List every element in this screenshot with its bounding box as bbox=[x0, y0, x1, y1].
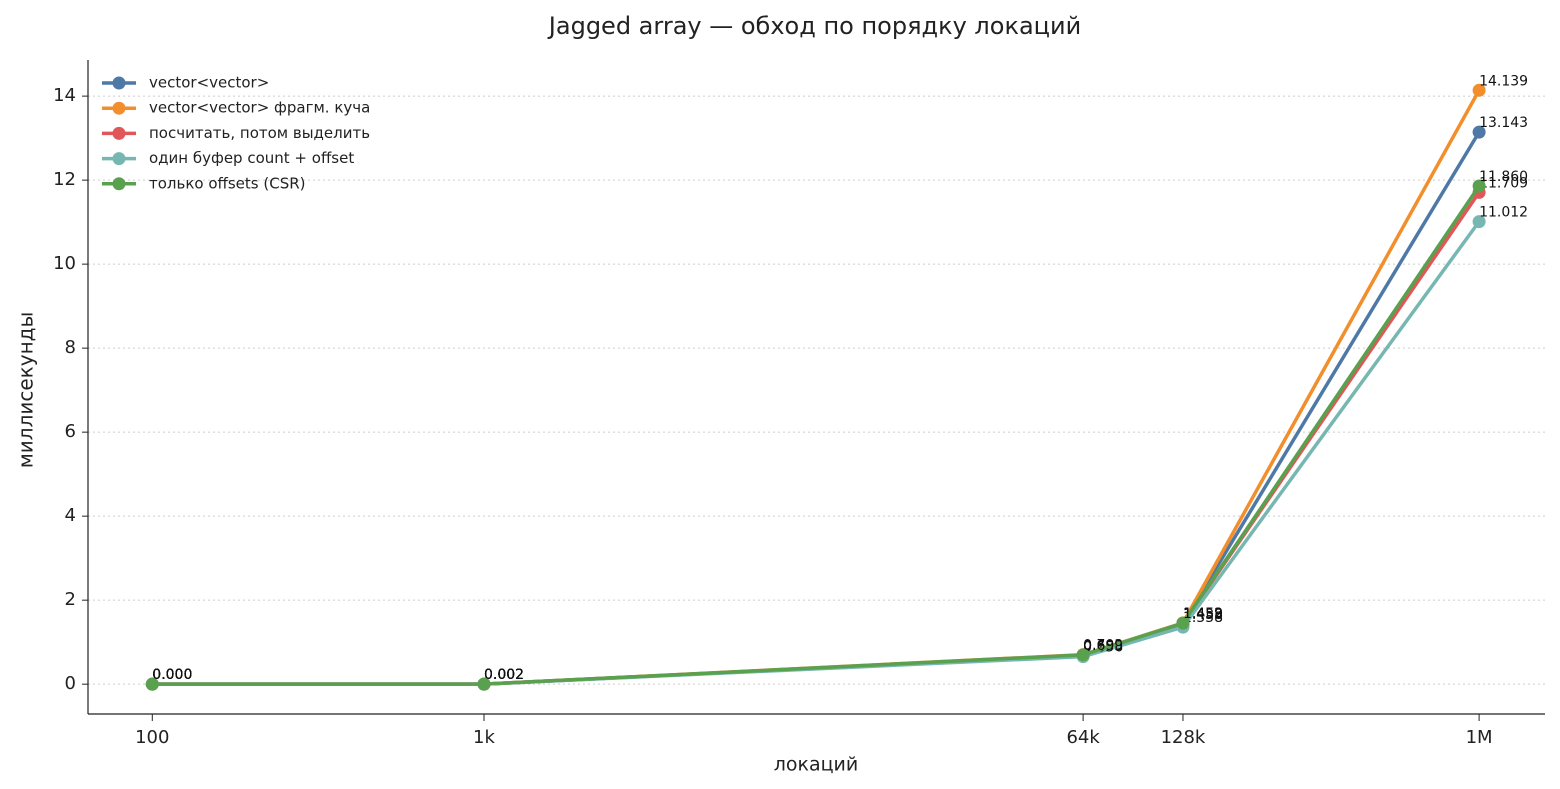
point bbox=[1472, 215, 1486, 229]
x-tick-label: 100 bbox=[135, 727, 169, 748]
y-axis-label: миллисекунды bbox=[14, 312, 38, 469]
x-tick-label: 1k bbox=[473, 727, 495, 748]
legend-label: посчитать, потом выделить bbox=[149, 124, 370, 142]
value-label: 0.000 bbox=[152, 667, 192, 683]
series-line bbox=[152, 185, 1481, 686]
chart-title: Jagged array — обход по порядку локаций bbox=[547, 12, 1081, 40]
point bbox=[1076, 648, 1090, 662]
legend-label: vector<vector> bbox=[149, 74, 269, 92]
value-label: 11.709 bbox=[1479, 175, 1528, 191]
value-label: 0.703 bbox=[1083, 638, 1123, 654]
y-tick-label: 4 bbox=[65, 505, 76, 526]
value-label: 11.012 bbox=[1479, 205, 1528, 221]
y-tick-label: 0 bbox=[65, 673, 76, 694]
value-label: 0.000 bbox=[152, 667, 192, 683]
y-tick-label: 2 bbox=[65, 589, 76, 610]
value-label: 0.699 bbox=[1083, 638, 1123, 654]
legend-marker bbox=[112, 177, 126, 191]
value-label: 0.000 bbox=[152, 667, 192, 683]
series-line bbox=[152, 89, 1481, 686]
legend-marker bbox=[112, 101, 126, 115]
legend-marker bbox=[112, 76, 126, 90]
value-label: 0.002 bbox=[484, 667, 524, 683]
point bbox=[477, 677, 491, 691]
y-tick-label: 8 bbox=[65, 337, 76, 358]
point bbox=[1472, 83, 1486, 97]
legend-marker bbox=[112, 126, 126, 140]
value-label: 1.358 bbox=[1183, 610, 1223, 626]
legend-label: только offsets (CSR) bbox=[149, 174, 306, 192]
y-tick-label: 6 bbox=[65, 421, 76, 442]
value-label: 14.139 bbox=[1479, 73, 1528, 89]
point bbox=[1472, 179, 1486, 193]
value-label: 1.453 bbox=[1183, 606, 1223, 622]
y-tick-label: 12 bbox=[53, 169, 76, 190]
legend-label: один буфер count + offset bbox=[149, 149, 354, 167]
value-label: 13.143 bbox=[1479, 115, 1528, 131]
x-tick-label: 128k bbox=[1161, 727, 1206, 748]
value-label: 11.860 bbox=[1479, 169, 1528, 185]
value-label: 0.002 bbox=[484, 667, 524, 683]
legend-marker bbox=[112, 152, 126, 166]
value-label: 0.002 bbox=[484, 667, 524, 683]
value-label: 0.002 bbox=[484, 667, 524, 683]
series-line bbox=[152, 191, 1481, 686]
series-line bbox=[152, 220, 1481, 686]
value-label: 0.000 bbox=[152, 667, 192, 683]
value-label: 0.002 bbox=[484, 667, 524, 683]
value-label: 0.000 bbox=[152, 667, 192, 683]
y-tick-label: 14 bbox=[53, 85, 76, 106]
point bbox=[1176, 616, 1190, 630]
x-tick-label: 1M bbox=[1466, 727, 1493, 748]
legend-label: vector<vector> фрагм. куча bbox=[149, 99, 370, 117]
x-axis-label: локаций bbox=[774, 754, 859, 776]
point bbox=[1472, 125, 1486, 139]
y-tick-label: 10 bbox=[53, 253, 76, 274]
point bbox=[145, 677, 159, 691]
series-line bbox=[152, 131, 1481, 686]
x-tick-label: 64k bbox=[1066, 727, 1100, 748]
